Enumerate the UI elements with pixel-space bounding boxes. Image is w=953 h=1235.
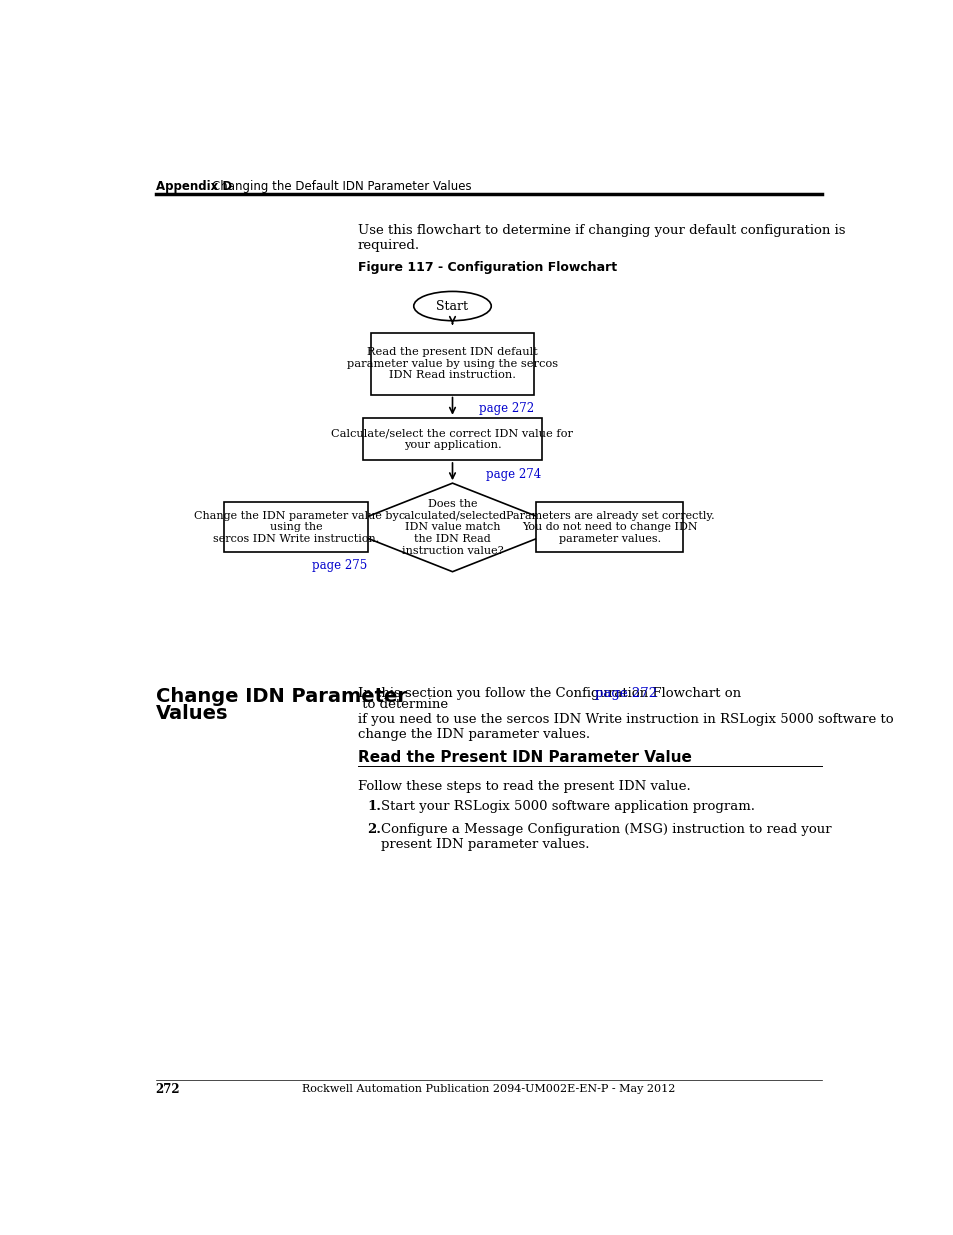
Ellipse shape <box>414 291 491 321</box>
Text: Appendix D: Appendix D <box>155 180 232 193</box>
FancyBboxPatch shape <box>371 333 534 395</box>
Text: page 274: page 274 <box>486 468 541 480</box>
Text: page 275: page 275 <box>312 558 367 572</box>
Text: Start: Start <box>436 300 468 312</box>
Text: page 272: page 272 <box>595 687 657 700</box>
Text: Change the IDN parameter value by
using the
sercos IDN Write instruction.: Change the IDN parameter value by using … <box>193 511 398 545</box>
Text: Read the present IDN default
parameter value by using the sercos
IDN Read instru: Read the present IDN default parameter v… <box>347 347 558 380</box>
Text: 2.: 2. <box>367 824 381 836</box>
Text: Does the
calculated/selected
IDN value match
the IDN Read
instruction value?: Does the calculated/selected IDN value m… <box>398 499 506 556</box>
Text: Change IDN Parameter: Change IDN Parameter <box>155 687 406 706</box>
Text: Rockwell Automation Publication 2094-UM002E-EN-P - May 2012: Rockwell Automation Publication 2094-UM0… <box>302 1084 675 1094</box>
Text: 272: 272 <box>155 1083 180 1095</box>
Text: Figure 117 - Configuration Flowchart: Figure 117 - Configuration Flowchart <box>357 261 617 274</box>
FancyBboxPatch shape <box>363 417 541 461</box>
Text: Parameters are already set correctly.
You do not need to change IDN
parameter va: Parameters are already set correctly. Yo… <box>505 511 714 545</box>
Text: Configure a Message Configuration (MSG) instruction to read your
present IDN par: Configure a Message Configuration (MSG) … <box>381 824 831 851</box>
Text: In this section you follow the Configuration Flowchart on: In this section you follow the Configura… <box>357 687 744 700</box>
Text: Start your RSLogix 5000 software application program.: Start your RSLogix 5000 software applica… <box>381 800 755 814</box>
Text: Read the Present IDN Parameter Value: Read the Present IDN Parameter Value <box>357 751 691 766</box>
Text: Calculate/select the correct IDN value for
your application.: Calculate/select the correct IDN value f… <box>331 429 573 450</box>
Text: page 272: page 272 <box>478 403 534 415</box>
Text: to determine
if you need to use the sercos IDN Write instruction in RSLogix 5000: to determine if you need to use the serc… <box>357 698 893 741</box>
Text: Values: Values <box>155 704 228 724</box>
Text: No: No <box>316 515 334 527</box>
Text: 1.: 1. <box>367 800 381 814</box>
Text: Follow these steps to read the present IDN value.: Follow these steps to read the present I… <box>357 779 690 793</box>
FancyBboxPatch shape <box>536 503 682 552</box>
FancyBboxPatch shape <box>224 503 367 552</box>
Text: Use this flowchart to determine if changing your default configuration is
requir: Use this flowchart to determine if chang… <box>357 224 844 252</box>
Polygon shape <box>340 483 564 572</box>
Text: Changing the Default IDN Parameter Values: Changing the Default IDN Parameter Value… <box>212 180 472 193</box>
Text: Yes: Yes <box>571 515 590 527</box>
